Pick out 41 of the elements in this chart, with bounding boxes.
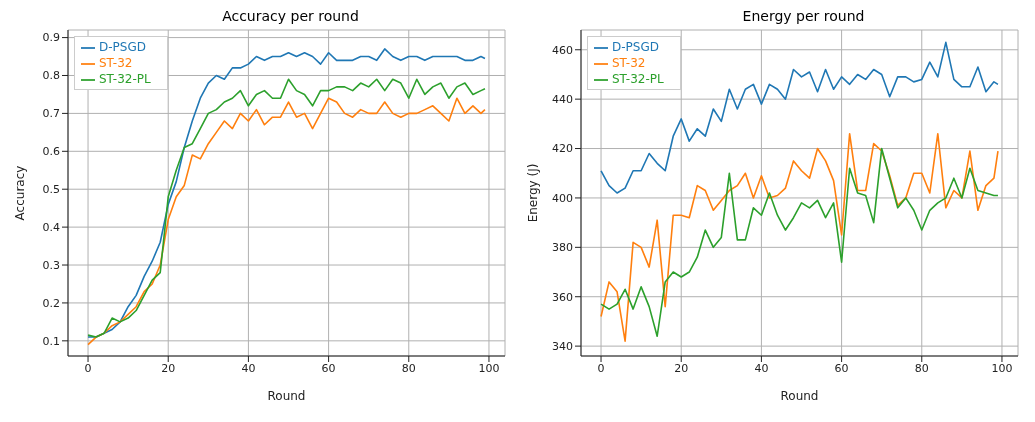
legend-label: ST-32: [99, 56, 133, 70]
y-tick-label: 0.6: [42, 145, 60, 159]
x-tick-label: 40: [241, 361, 256, 375]
x-tick-label: 20: [674, 361, 689, 375]
y-tick-label: 0.1: [42, 334, 60, 348]
x-axis-title: Round: [267, 389, 306, 403]
y-tick-label: 0.9: [42, 31, 60, 45]
x-tick-label: 20: [161, 361, 176, 375]
y-tick-label: 440: [552, 93, 573, 107]
legend-label: ST-32: [612, 56, 646, 70]
legend-label: D-PSGD: [99, 40, 146, 54]
y-axis-title: Energy (J): [526, 163, 541, 223]
y-tick-label: 340: [552, 340, 573, 354]
x-tick-label: 40: [754, 361, 769, 375]
legend-label: D-PSGD: [612, 40, 659, 54]
x-tick-label: 100: [991, 361, 1013, 375]
chart-title: Energy per round: [741, 8, 866, 24]
x-tick-label: 80: [401, 361, 416, 375]
x-tick-label: 80: [914, 361, 929, 375]
y-tick-label: 0.5: [42, 183, 60, 197]
x-tick-label: 100: [478, 361, 500, 375]
legend-label: ST-32-PL: [612, 72, 664, 86]
y-tick-label: 0.8: [42, 69, 60, 83]
y-tick-label: 0.3: [42, 258, 60, 272]
x-tick-label: 60: [321, 361, 336, 375]
y-tick-label: 380: [552, 241, 573, 255]
y-tick-label: 0.7: [42, 107, 60, 121]
x-tick-label: 60: [834, 361, 849, 375]
y-tick-label: 0.2: [42, 296, 60, 310]
line-series: [600, 41, 999, 194]
x-tick-label: 0: [84, 361, 92, 375]
y-tick-label: 400: [552, 191, 573, 205]
y-tick-label: 0.4: [42, 221, 60, 235]
y-tick-label: 460: [552, 43, 573, 57]
legend-label: ST-32-PL: [99, 72, 151, 86]
x-tick-label: 0: [597, 361, 605, 375]
chart-title: Accuracy per round: [221, 8, 360, 24]
y-axis-title: Accuracy: [13, 165, 28, 221]
y-tick-label: 360: [552, 290, 573, 304]
x-axis-title: Round: [780, 389, 819, 403]
y-tick-label: 420: [552, 142, 573, 156]
